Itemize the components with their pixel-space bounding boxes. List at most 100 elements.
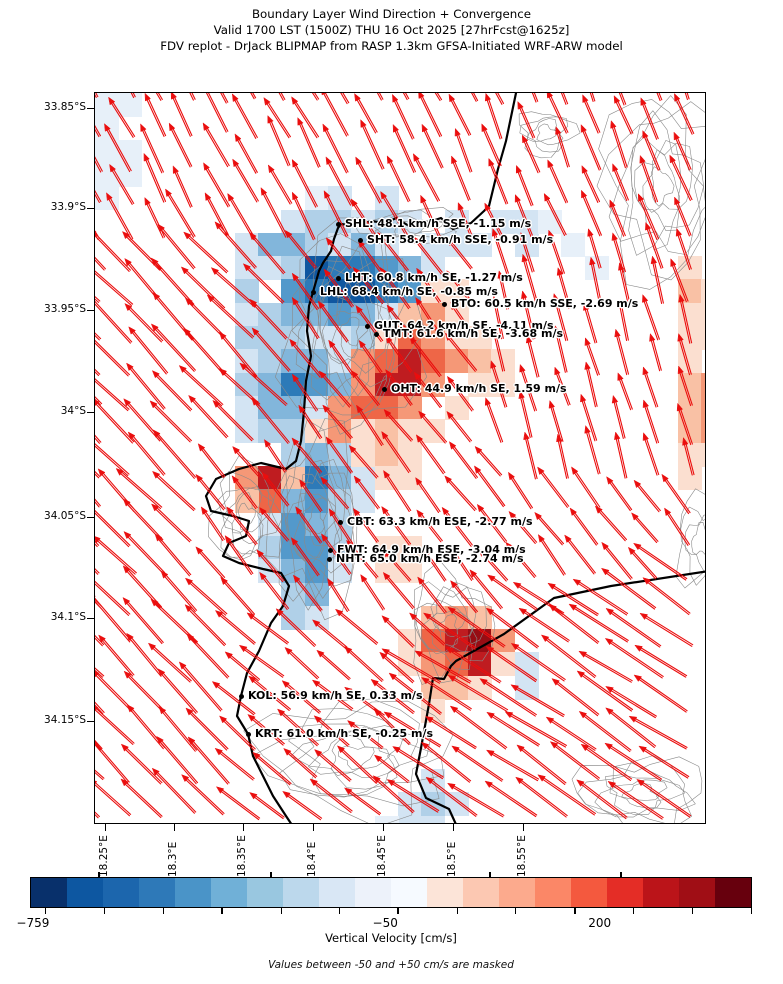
- colorbar-segment: [535, 878, 571, 907]
- station-label-lhl: LHL: 68.4 km/h SE, -0.85 m/s: [320, 285, 498, 298]
- y-tick-mark: [87, 617, 94, 619]
- colorbar-segment: [391, 878, 427, 907]
- convergence-cell: [118, 162, 143, 187]
- y-tick-label: 34.15°S: [44, 714, 86, 726]
- x-tick-label: 18.25°E: [98, 835, 110, 877]
- x-tick-label: 18.35°E: [236, 835, 248, 877]
- coastline-west: [204, 93, 518, 823]
- colorbar-segment: [103, 878, 139, 907]
- convergence-cell: [677, 256, 702, 281]
- station-dot-krt: [245, 731, 251, 737]
- convergence-cell: [398, 349, 423, 374]
- x-tick-label: 18.55°E: [516, 835, 528, 877]
- convergence-cell: [398, 396, 423, 421]
- y-tick-label: 34.05°S: [44, 510, 86, 522]
- convergence-cell: [258, 535, 283, 560]
- terrain-contour: [691, 522, 705, 555]
- convergence-cell: [701, 326, 705, 351]
- colorbar-bottom-tick: [397, 908, 399, 914]
- colorbar-bottom-tick: [750, 908, 752, 914]
- y-tick-label: 33.95°S: [44, 303, 86, 315]
- convergence-cell: [351, 489, 376, 514]
- colorbar-tick-label: 200: [588, 916, 612, 930]
- terrain-contour: [571, 756, 703, 823]
- terrain-contour: [630, 137, 693, 251]
- terrain-contour: [300, 497, 328, 547]
- station-label-bto: BTO: 60.5 km/h SSE, -2.69 m/s: [451, 297, 639, 310]
- convergence-cell: [118, 139, 143, 164]
- convergence-cell: [351, 279, 376, 304]
- colorbar-segment: [499, 878, 535, 907]
- y-tick-label: 33.85°S: [44, 101, 86, 113]
- x-tick-mark: [104, 824, 106, 831]
- station-dot-bto: [441, 301, 447, 307]
- convergence-cell: [398, 465, 423, 490]
- convergence-cell: [701, 302, 705, 327]
- convergence-cell: [374, 815, 399, 823]
- station-dot-nht: [326, 556, 332, 562]
- convergence-cell: [561, 232, 586, 257]
- colorbar-segment: [643, 878, 679, 907]
- colorbar-segment: [319, 878, 355, 907]
- station-labels: SHL: 48.1 km/h SSE, -1.15 m/s SHT: 58.4 k…: [95, 93, 705, 823]
- convergence-cell: [118, 93, 143, 117]
- convergence-cell: [701, 419, 705, 444]
- terrain-contour: [651, 166, 675, 207]
- colorbar-segment: [31, 878, 67, 907]
- convergence-cell: [304, 279, 329, 304]
- colorbar: [30, 877, 752, 908]
- terrain-contour: [596, 101, 705, 281]
- convergence-cell: [421, 815, 446, 823]
- colorbar-top-tick: [489, 872, 492, 877]
- map-plot-area: SHL: 48.1 km/h SSE, -1.15 m/s SHT: 58.4 k…: [94, 92, 706, 824]
- y-tick-mark: [87, 107, 94, 109]
- terrain-contour: [320, 266, 390, 408]
- terrain-contour: [680, 506, 705, 586]
- wind-arrow-shafts: [95, 93, 695, 821]
- convergence-cell: [258, 465, 283, 490]
- colorbar-segment: [175, 878, 211, 907]
- colorbar-bottom-tick: [162, 908, 165, 914]
- convergence-cell: [467, 372, 492, 397]
- station-dot-gut: [364, 323, 370, 329]
- terrain-contour: [288, 723, 431, 797]
- terrain-contour: [217, 487, 275, 555]
- station-label-fwt: FWT: 64.9 km/h ESE, -3.04 m/s: [337, 543, 526, 556]
- station-label-cbt: CBT: 63.3 km/h ESE, -2.77 m/s: [347, 515, 533, 528]
- colorbar-bottom-tick: [221, 908, 223, 914]
- y-tick-label: 34.1°S: [50, 611, 86, 623]
- terrain-contour: [243, 700, 454, 823]
- convergence-cell: [398, 535, 423, 560]
- colorbar-segment: [355, 878, 391, 907]
- colorbar-segment: [67, 878, 103, 907]
- colorbar-segment: [607, 878, 643, 907]
- convergence-cell: [677, 419, 702, 444]
- colorbar-segment: [211, 878, 247, 907]
- colorbar-segment: [283, 878, 319, 907]
- terrain-contour: [388, 215, 444, 238]
- convergence-cell: [328, 302, 353, 327]
- convergence-cell: [234, 419, 259, 444]
- map-vector-layer: [95, 93, 705, 823]
- y-tick-mark: [87, 309, 94, 311]
- station-label-shl: SHL: 48.1 km/h SSE, -1.15 m/s: [345, 217, 532, 230]
- convergence-cell: [677, 442, 702, 467]
- convergence-cell: [258, 232, 283, 257]
- station-label-lht: LHT: 60.8 km/h SE, -1.27 m/s: [345, 271, 523, 284]
- x-tick-label: 18.45°E: [376, 835, 388, 877]
- station-dot-lht: [335, 275, 341, 281]
- terrain-contour: [279, 708, 445, 798]
- colorbar-segment: [247, 878, 283, 907]
- terrain-contour: [675, 488, 705, 589]
- convergence-cell: [398, 815, 423, 823]
- x-tick-mark: [173, 824, 175, 831]
- colorbar-bottom-tick: [45, 908, 47, 914]
- convergence-cell: [304, 442, 329, 467]
- terrain-contour: [310, 245, 397, 401]
- colorbar-segment: [427, 878, 463, 907]
- station-dot-shl: [335, 221, 341, 227]
- terrain-contour: [317, 277, 379, 397]
- convergence-cell: [374, 559, 399, 584]
- terrain-contour: [430, 598, 475, 654]
